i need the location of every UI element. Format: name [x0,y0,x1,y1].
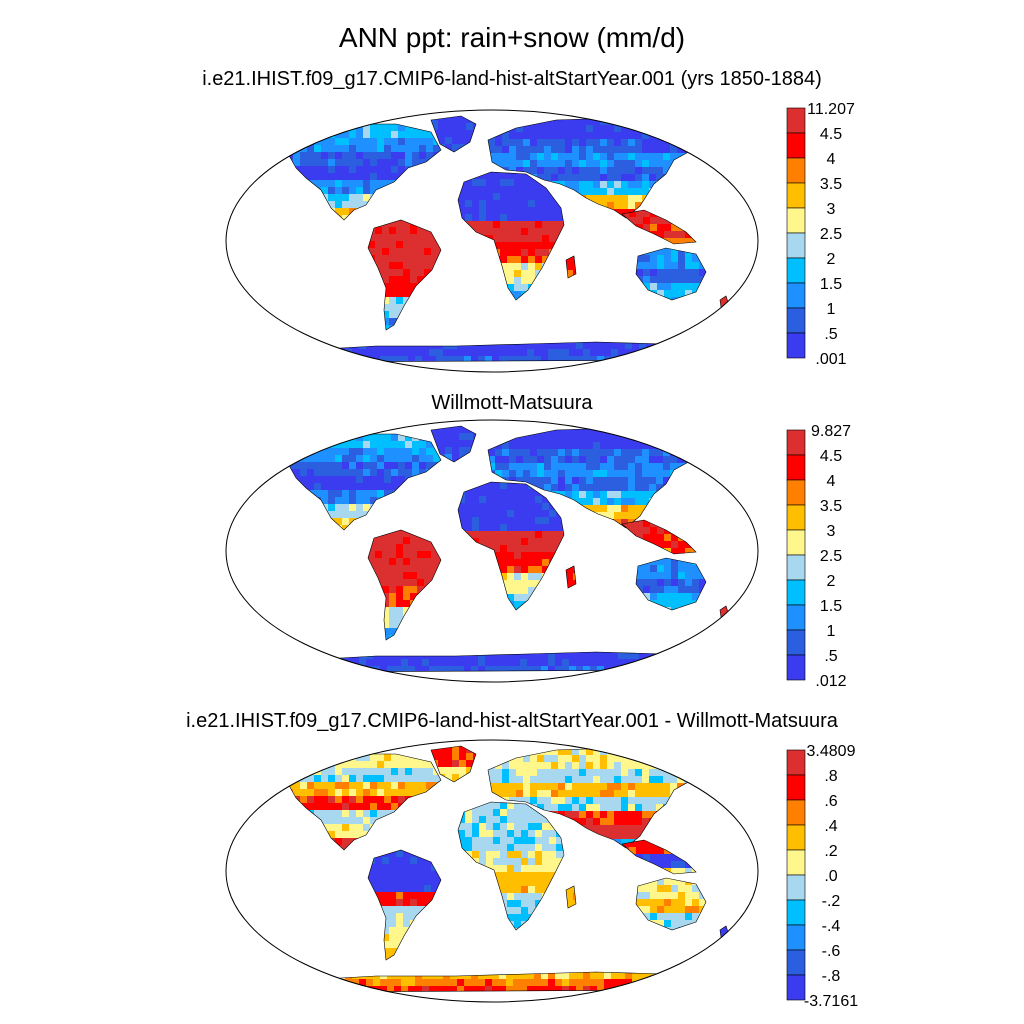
colorbar-label-0: 11.207 [807,101,855,118]
colorbar-label-6: 2 [827,251,836,268]
colorbar-label-0: 3.4809 [807,743,856,760]
panel-2-subtitle: Willmott-Matsuura [431,392,593,414]
colorbar-label-8: -.6 [822,943,841,960]
antarctica-region [296,972,706,992]
panel-3-map-group [225,739,759,1003]
colorbar-label-7: -.4 [822,918,841,935]
colorbar-swatch-1 [786,774,806,801]
colorbar-swatch-9 [786,974,806,1001]
seasia-region [622,840,696,874]
colorbar-label-2: .6 [824,793,837,810]
australia-region [636,878,706,930]
panel-3-subtitle: i.e21.IHIST.f09_g17.CMIP6-land-hist-altS… [186,710,838,732]
colorbar-label-3: 3.5 [820,498,842,515]
colorbar-label-7: 1.5 [820,276,842,293]
colorbar-label-1: .8 [824,768,837,785]
africa-region [458,802,564,930]
colorbar-label-8: 1 [827,301,836,318]
colorbar-swatch-0 [786,749,806,776]
colorbar-swatch-5 [786,874,806,901]
colorbar-label-4: 3 [827,523,836,540]
colorbar-label-10: .012 [815,673,846,690]
colorbar-label-10: .001 [815,351,846,368]
colorbar-label-6: 2 [827,573,836,590]
colorbar-label-7: 1.5 [820,598,842,615]
colorbar-label-9: .5 [824,326,837,343]
colorbar-swatch-9 [786,332,806,359]
panel-1-map-border [225,109,759,373]
panel-2-map-border [225,419,759,683]
colorbar-label-10: -3.7161 [804,993,858,1010]
colorbar-swatch-3 [786,824,806,851]
namerica-region [286,754,441,850]
colorbar-label-5: 2.5 [820,548,842,565]
figure-title: ANN ppt: rain+snow (mm/d) [338,22,686,53]
colorbar-label-2: 4 [827,473,836,490]
colorbar-label-3: 3.5 [820,176,842,193]
colorbar-label-6: -.2 [822,893,841,910]
colorbar-label-5: 2.5 [820,226,842,243]
colorbar-label-5: .0 [824,868,837,885]
colorbar-swatch-6 [786,899,806,926]
colorbar-label-4: .2 [824,843,837,860]
colorbar-swatch-9 [786,654,806,681]
colorbar-label-3: .4 [824,818,837,835]
colorbar-swatch-8 [786,949,806,976]
colorbar-label-1: 4.5 [820,126,842,143]
colorbar-label-4: 3 [827,201,836,218]
colorbar-label-1: 4.5 [820,448,842,465]
panel-3-colorbar: 3.4809 .8 .6 .4 .2 .0 -.2 -.4 -.6 -.8 -3.7161 [786,743,858,1010]
colorbar-swatch-4 [786,849,806,876]
colorbar-label-8: 1 [827,623,836,640]
panel-3-map-border [225,739,759,1003]
colorbar-swatch-2 [786,799,806,826]
colorbar-label-0: 9.827 [811,423,851,440]
panel-1-subtitle: i.e21.IHIST.f09_g17.CMIP6-land-hist-altS… [202,68,822,90]
colorbar-label-9: -.8 [822,968,841,985]
colorbar-label-2: 4 [827,151,836,168]
colorbar-label-9: .5 [824,648,837,665]
madagascar-region [566,886,576,908]
colorbar-swatch-7 [786,924,806,951]
